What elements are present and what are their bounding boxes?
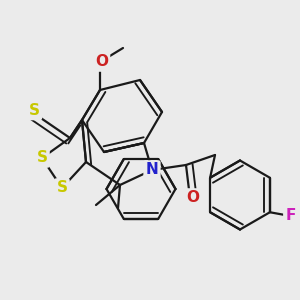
Text: S: S xyxy=(37,151,47,166)
Text: S: S xyxy=(56,181,68,196)
Text: F: F xyxy=(285,208,296,223)
Text: O: O xyxy=(95,55,108,70)
Text: S: S xyxy=(29,103,40,118)
Text: O: O xyxy=(187,190,200,206)
Text: N: N xyxy=(146,163,158,178)
